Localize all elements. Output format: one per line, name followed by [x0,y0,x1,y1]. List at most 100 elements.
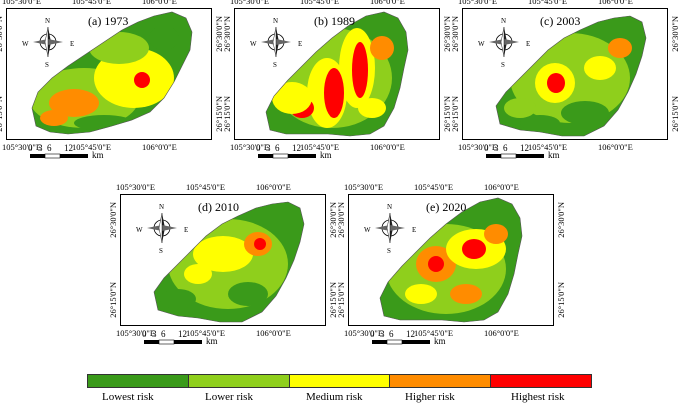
lon-tick-top: 106°0'0"E [484,182,519,192]
compass-rose-icon [28,22,68,62]
scale-bar [144,340,204,346]
lon-tick-top: 105°30'0"E [344,182,383,192]
lon-tick-bottom: 105°45'0"E [186,328,225,338]
compass-rose-icon [370,208,410,248]
compass-e-label: E [526,40,530,48]
legend-swatch-highest [491,375,591,387]
lon-tick-bottom: 105°30'0"E [116,328,155,338]
lon-tick-top: 105°30'0"E [230,0,269,6]
lon-tick-top: 106°0'0"E [598,0,633,6]
risk-legend [87,374,592,388]
compass-s-label: S [501,61,505,69]
compass-rose-icon [142,208,182,248]
legend-label-highest: Highest risk [511,391,564,403]
lon-tick-top: 105°45'0"E [414,182,453,192]
legend-swatch-higher [390,375,491,387]
lat-tick-left: 26°15'0"N [108,282,118,318]
lat-tick-left: 26°30'0"N [336,202,346,238]
map-panel-1973: N S E W (a) 1973 0 3 6 12 km 105°30'0"E 105°45'0"E 1… [6,8,212,140]
lon-tick-top: 105°45'0"E [528,0,567,6]
compass-n-label: N [387,203,392,211]
lon-tick-bottom: 106°0'0"E [256,328,291,338]
lat-tick-right: 26°15'0"N [556,282,566,318]
map-panel-2010: N S E W (d) 2010 0 3 6 12 km 105°30'0"E 105°45'0"E 1… [120,194,326,326]
compass-rose-icon [256,22,296,62]
panel-title: (a) 1973 [88,14,128,29]
map-panel-2003: N S E W (c) 2003 0 3 6 12 km 105°30'0"E 105°45'0"E 1… [462,8,668,140]
lon-tick-bottom: 105°45'0"E [414,328,453,338]
compass-n-label: N [159,203,164,211]
panel-title: (d) 2010 [198,200,239,215]
lat-tick-right: 26°30'0"N [670,16,680,52]
panel-title: (b) 1989 [314,14,355,29]
compass-s-label: S [45,61,49,69]
lon-tick-bottom: 105°45'0"E [528,142,567,152]
scale-bar [372,340,432,346]
lat-tick-left: 26°30'0"N [450,16,460,52]
lat-tick-left: 26°30'0"N [222,16,232,52]
compass-s-label: S [273,61,277,69]
compass-e-label: E [184,226,188,234]
lat-tick-left: 26°15'0"N [0,96,4,132]
lon-tick-bottom: 106°0'0"E [484,328,519,338]
scale-bar [486,154,546,160]
compass-n-label: N [501,17,506,25]
compass-w-label: W [136,226,143,234]
compass-w-label: W [478,40,485,48]
lon-tick-bottom: 106°0'0"E [142,142,177,152]
lon-tick-top: 105°45'0"E [72,0,111,6]
legend-label-medium: Medium risk [306,391,363,403]
compass-rose-icon [484,22,524,62]
compass-w-label: W [364,226,371,234]
compass-s-label: S [159,247,163,255]
map-panel-2020: N S E W (e) 2020 0 3 6 12 km 105°30'0"E 105°45'0"E 1… [348,194,554,326]
lon-tick-bottom: 105°45'0"E [300,142,339,152]
lat-tick-right: 26°15'0"N [670,96,680,132]
compass-w-label: W [22,40,29,48]
lon-tick-bottom: 105°30'0"E [2,142,41,152]
scale-tick-label: 6 [275,143,280,153]
lat-tick-left: 26°30'0"N [108,202,118,238]
scale-bar [30,154,90,160]
lon-tick-top: 105°30'0"E [116,182,155,192]
legend-swatch-medium [290,375,391,387]
scale-bar [258,154,318,160]
lon-tick-top: 106°0'0"E [256,182,291,192]
lon-tick-top: 106°0'0"E [370,0,405,6]
compass-s-label: S [387,247,391,255]
scale-tick-label: 6 [503,143,508,153]
lon-tick-bottom: 105°30'0"E [344,328,383,338]
lon-tick-bottom: 105°30'0"E [458,142,497,152]
compass-e-label: E [412,226,416,234]
compass-w-label: W [250,40,257,48]
lon-tick-top: 105°30'0"E [458,0,497,6]
compass-n-label: N [45,17,50,25]
legend-label-lowest: Lowest risk [102,391,154,403]
lat-tick-left: 26°15'0"N [450,96,460,132]
scale-tick-label: 6 [161,329,166,339]
lon-tick-bottom: 105°30'0"E [230,142,269,152]
lon-tick-top: 105°30'0"E [2,0,41,6]
scale-tick-label: 6 [389,329,394,339]
lon-tick-bottom: 105°45'0"E [72,142,111,152]
legend-swatch-lowest [88,375,189,387]
lon-tick-top: 105°45'0"E [300,0,339,6]
lon-tick-top: 106°0'0"E [142,0,177,6]
panel-title: (e) 2020 [426,200,466,215]
lon-tick-top: 105°45'0"E [186,182,225,192]
lat-tick-right: 26°30'0"N [556,202,566,238]
legend-label-lower: Lower risk [205,391,253,403]
panel-title: (c) 2003 [540,14,580,29]
lon-tick-bottom: 106°0'0"E [370,142,405,152]
lat-tick-left: 26°30'0"N [0,16,4,52]
lat-tick-left: 26°15'0"N [336,282,346,318]
legend-swatch-lower [189,375,290,387]
compass-e-label: E [298,40,302,48]
lon-tick-bottom: 106°0'0"E [598,142,633,152]
legend-label-higher: Higher risk [405,391,455,403]
map-panel-1989: N S E W (b) 1989 0 3 6 12 km 105°30'0"E 105°45'0"E 1… [234,8,440,140]
compass-e-label: E [70,40,74,48]
lat-tick-left: 26°15'0"N [222,96,232,132]
compass-n-label: N [273,17,278,25]
scale-tick-label: 6 [47,143,52,153]
